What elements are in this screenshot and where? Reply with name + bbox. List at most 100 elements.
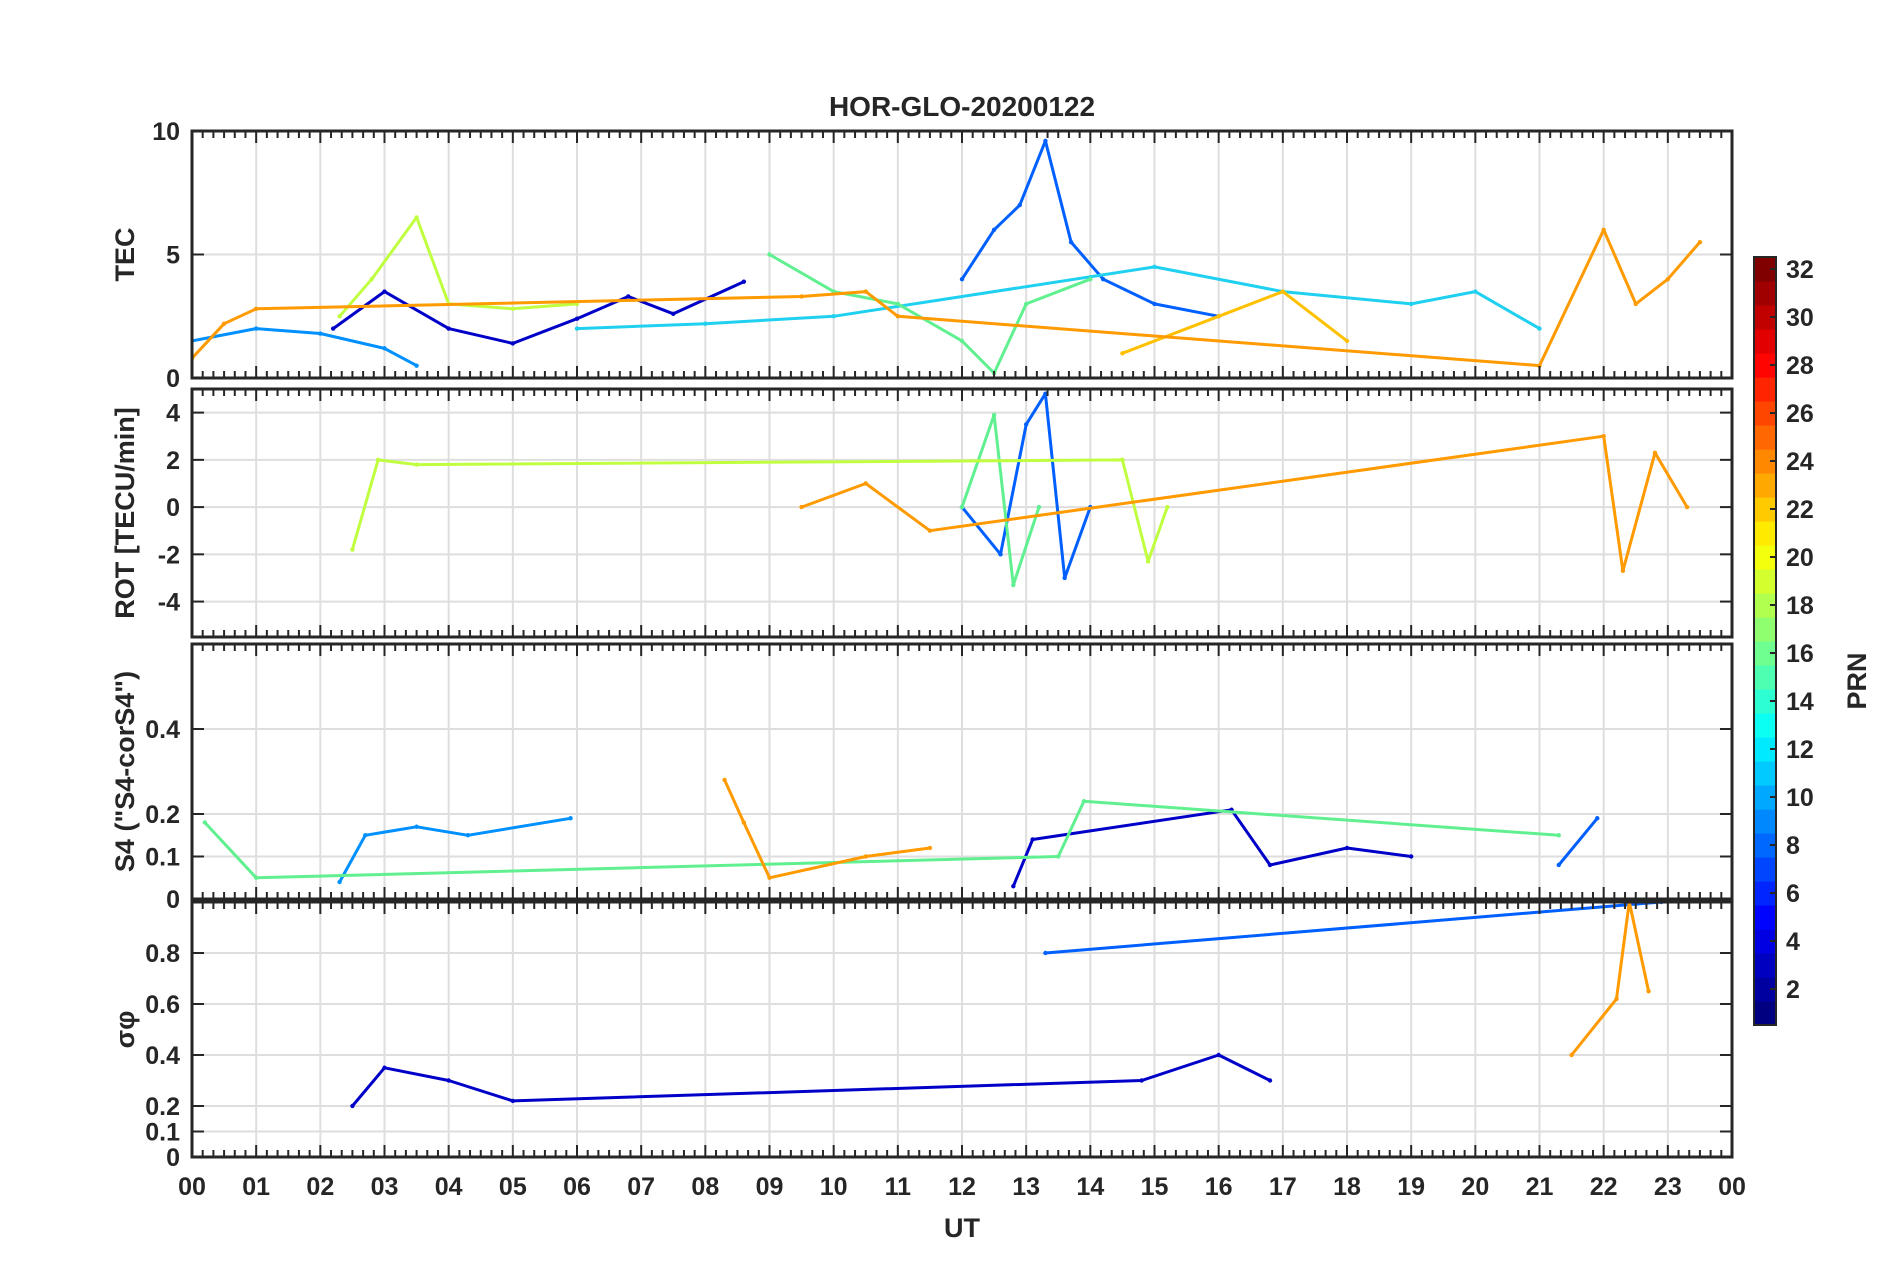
data-point — [799, 294, 804, 299]
data-point — [1023, 301, 1029, 307]
y-tick-label: 0.1 — [145, 1119, 180, 1147]
series-prn-6 — [960, 139, 1219, 318]
y-axis-label: TEC — [110, 228, 140, 282]
x-tick-label: 07 — [627, 1173, 655, 1201]
x-tick-label: 03 — [371, 1173, 399, 1201]
data-point — [991, 227, 997, 232]
series-prn-22 — [801, 434, 1689, 573]
x-tick-label: 01 — [242, 1173, 270, 1201]
colorbar-tick-label: 32 — [1786, 256, 1814, 284]
y-axis-label: σφ — [110, 1011, 140, 1049]
data-point — [1280, 289, 1286, 294]
data-point — [1601, 227, 1606, 232]
data-point — [1043, 138, 1048, 144]
x-tick-label: 10 — [820, 1173, 848, 1201]
data-point — [1165, 504, 1170, 510]
data-point — [767, 252, 772, 257]
series-prn-22 — [1570, 902, 1651, 1056]
data-point — [895, 314, 901, 319]
data-point — [369, 277, 374, 282]
data-point — [1152, 264, 1157, 270]
series-group — [350, 902, 1664, 1109]
data-point — [350, 547, 355, 552]
colorbar-segment — [1754, 905, 1776, 930]
data-point — [767, 875, 772, 880]
data-point — [1408, 301, 1414, 307]
data-point — [337, 879, 342, 885]
data-point — [1556, 833, 1561, 838]
y-tick-label: 5 — [166, 242, 180, 270]
x-tick-label: 02 — [306, 1173, 334, 1201]
data-point — [510, 341, 516, 346]
data-point — [1120, 457, 1125, 463]
x-tick-label: 08 — [691, 1173, 719, 1201]
data-point — [1267, 862, 1273, 868]
y-tick-label: 0 — [166, 1144, 180, 1172]
data-point — [350, 1103, 355, 1109]
colorbar-segment — [1754, 569, 1776, 594]
data-point — [375, 457, 381, 463]
data-point — [337, 314, 342, 319]
series-prn-2 — [332, 280, 745, 345]
data-point — [1017, 202, 1022, 208]
data-point — [1408, 854, 1414, 859]
data-point — [414, 462, 419, 467]
data-point — [1646, 989, 1651, 994]
colorbar-tick-label: 6 — [1786, 880, 1800, 908]
data-point — [998, 552, 1003, 557]
series-prn-6 — [1557, 817, 1599, 866]
x-tick-label: 23 — [1654, 1173, 1682, 1201]
data-point — [991, 412, 997, 418]
series-prn-21 — [1121, 290, 1348, 355]
x-tick-label: 14 — [1076, 1173, 1104, 1201]
y-tick-label: 0.2 — [145, 801, 180, 829]
data-point — [253, 326, 259, 331]
x-tick-label: 06 — [563, 1173, 591, 1201]
y-axis-label: S4 ("S4-corS4") — [110, 671, 140, 872]
data-point — [959, 277, 965, 282]
panel-2: -4 -2 0 2 4 ROT [TECU/min] — [110, 387, 1734, 639]
data-point — [1011, 582, 1016, 588]
y-tick-label: 4 — [166, 400, 180, 428]
colorbar-segment — [1754, 665, 1776, 690]
data-point — [1595, 816, 1600, 821]
data-point — [382, 1065, 387, 1070]
data-point — [1537, 326, 1542, 331]
data-point — [1081, 799, 1087, 804]
data-point — [959, 504, 965, 510]
data-point — [927, 845, 933, 851]
series-prn-2 — [351, 1053, 1271, 1107]
colorbar-segment — [1754, 305, 1776, 330]
data-point — [318, 331, 323, 336]
colorbar-segment — [1754, 425, 1776, 450]
series-group — [350, 391, 1690, 588]
data-point — [253, 875, 259, 880]
series-prn-16 — [768, 253, 1091, 375]
colorbar-segment — [1754, 737, 1776, 762]
x-tick-label: 20 — [1461, 1173, 1489, 1201]
data-point — [831, 314, 836, 319]
series-prn-2 — [1011, 808, 1412, 887]
series-group — [192, 138, 1703, 376]
data-point — [1684, 504, 1690, 510]
colorbar-segment — [1754, 953, 1776, 978]
colorbar-segment — [1754, 833, 1776, 858]
data-point — [221, 321, 227, 326]
colorbar-segment — [1754, 761, 1776, 786]
data-point — [863, 481, 868, 486]
colorbar-segment — [1754, 257, 1776, 282]
panel-1: 0 5 10 TEC — [110, 118, 1734, 393]
colorbar-segment — [1754, 545, 1776, 570]
x-axis-ticks: 00 01 02 03 04 05 06 07 08 09 10 11 12 13 14 15 16 17 18 19… — [178, 1173, 1746, 1201]
x-axis-label: UT — [944, 1213, 980, 1243]
data-point — [414, 363, 419, 368]
colorbar-tick-label: 10 — [1786, 784, 1814, 812]
data-point — [863, 289, 868, 294]
data-point — [1267, 1078, 1273, 1083]
colorbar-tick-label: 14 — [1786, 688, 1814, 716]
y-tick-label: -4 — [158, 589, 180, 617]
colorbar-tick-label: 2 — [1786, 976, 1800, 1004]
panel-4: 00.10.2 0.4 0.6 0.8 σφ — [110, 900, 1734, 1172]
